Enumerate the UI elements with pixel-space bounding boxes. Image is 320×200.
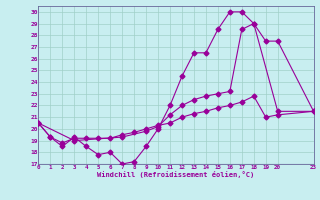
X-axis label: Windchill (Refroidissement éolien,°C): Windchill (Refroidissement éolien,°C) [97,171,255,178]
